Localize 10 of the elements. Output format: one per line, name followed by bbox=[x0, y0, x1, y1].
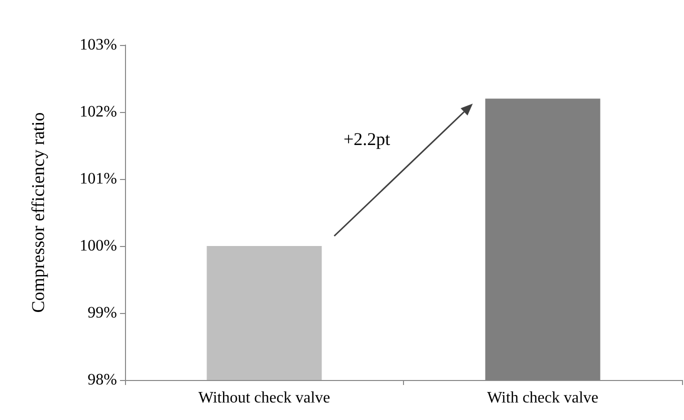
y-tick-label: 98% bbox=[88, 372, 117, 388]
x-tick-label: Without check valve bbox=[198, 390, 330, 406]
x-tick-label: With check valve bbox=[487, 390, 598, 406]
y-tick-label: 102% bbox=[80, 104, 117, 120]
y-tick-label: 99% bbox=[88, 304, 117, 322]
annotation: +2.2pt bbox=[344, 128, 390, 149]
y-tick-label: 100% bbox=[80, 238, 117, 254]
y-tick-label: 103% bbox=[80, 36, 117, 54]
y-axis-title: Compressor efficiency ratio bbox=[28, 112, 48, 313]
y-tick-label: 101% bbox=[80, 170, 117, 188]
